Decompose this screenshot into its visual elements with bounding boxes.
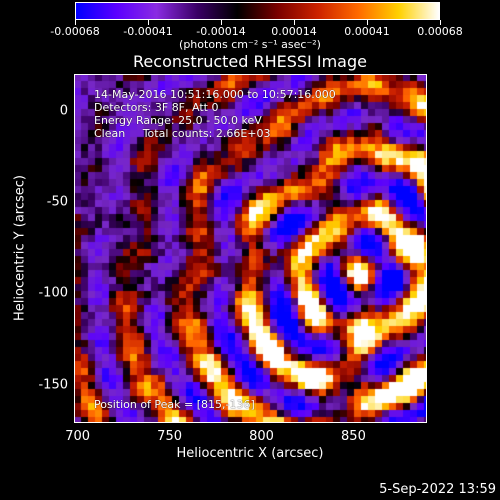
x-axis-label: Heliocentric X (arcsec) bbox=[176, 446, 324, 461]
colorbar-tick-label: 0.00068 bbox=[417, 25, 463, 38]
x-tick-label: 700 bbox=[65, 429, 91, 444]
x-tick-label: 850 bbox=[341, 429, 366, 444]
colorbar-tick bbox=[294, 20, 295, 25]
clean-counts-text: Clean Total counts: 2.66E+03 bbox=[94, 127, 271, 140]
plot-title: Reconstructed RHESSI Image bbox=[133, 52, 367, 71]
colorbar-units: (photons cm⁻² s⁻¹ asec⁻²) bbox=[179, 38, 321, 51]
colorbar bbox=[75, 2, 440, 20]
rhessi-image bbox=[74, 74, 427, 423]
colorbar-tick-label: -0.00041 bbox=[123, 25, 173, 38]
y-tick-label: -100 bbox=[38, 285, 68, 301]
colorbar-tick bbox=[148, 20, 149, 25]
y-axis-label: Heliocentric Y (arcsec) bbox=[12, 175, 28, 321]
energy-range-text: Energy Range: 25.0 - 50.0 keV bbox=[94, 114, 262, 127]
colorbar-tick-label: 0.00014 bbox=[271, 25, 317, 38]
date-stamp: 5-Sep-2022 13:59 bbox=[379, 482, 496, 497]
x-tick-label: 750 bbox=[157, 429, 183, 444]
colorbar-tick-label: -0.00068 bbox=[50, 25, 100, 38]
colorbar-tick-label: -0.00014 bbox=[196, 25, 246, 38]
y-tick-label: -50 bbox=[46, 194, 68, 210]
peak-position-text: Position of Peak = [815,-136] bbox=[94, 398, 255, 411]
colorbar-tick bbox=[221, 20, 222, 25]
y-tick-label: -150 bbox=[38, 377, 68, 393]
x-tick-label: 800 bbox=[249, 429, 274, 444]
colorbar-tick bbox=[75, 20, 76, 25]
colorbar-tick bbox=[440, 20, 441, 25]
time-range-text: 14-May-2016 10:51:16.000 to 10:57:16.000 bbox=[94, 88, 336, 101]
colorbar-tick bbox=[367, 20, 368, 25]
colorbar-tick-label: 0.00041 bbox=[344, 25, 390, 38]
y-tick-label: 0 bbox=[59, 103, 68, 119]
detectors-text: Detectors: 3F 8F, Att 0 bbox=[94, 101, 219, 114]
